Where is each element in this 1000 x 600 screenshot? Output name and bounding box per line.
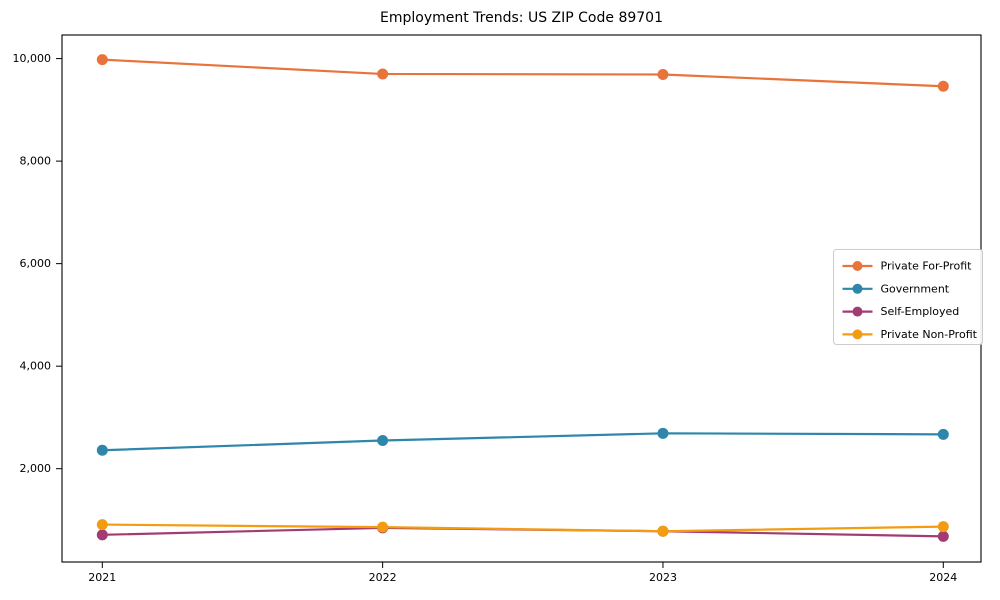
legend-marker-government — [852, 283, 863, 294]
series-line-private-for-profit — [102, 58, 944, 88]
series-marker-government — [377, 435, 389, 447]
chart-title: Employment Trends: US ZIP Code 89701 — [380, 10, 663, 26]
x-tick-label: 2023 — [649, 571, 677, 584]
legend-marker-self-employed — [852, 306, 863, 317]
y-tick-label: 2,000 — [20, 462, 52, 475]
series-marker-private-non-profit — [937, 521, 949, 533]
series-marker-government — [937, 428, 949, 440]
legend-marker-private-for-profit — [852, 261, 863, 271]
legend-label-private-non-profit: Private Non-Profit — [881, 328, 978, 341]
series-marker-private-non-profit — [377, 521, 389, 533]
y-tick-label: 10,000 — [13, 52, 52, 65]
y-tick-label: 6,000 — [20, 257, 52, 270]
x-tick-label: 2022 — [369, 571, 397, 584]
legend-label-self-employed: Self-Employed — [881, 305, 960, 318]
series-line-private-non-profit — [102, 523, 944, 533]
y-tick-label: 8,000 — [20, 155, 52, 168]
series-marker-government — [96, 444, 108, 456]
legend-label-government: Government — [881, 282, 950, 295]
x-tick-label: 2024 — [929, 571, 957, 584]
series-marker-private-for-profit — [937, 80, 949, 92]
series-marker-private-for-profit — [657, 68, 669, 80]
series-marker-private-non-profit — [657, 525, 669, 537]
y-tick-label: 4,000 — [20, 360, 52, 373]
legend-label-private-for-profit: Private For-Profit — [881, 260, 973, 273]
series-marker-private-for-profit — [377, 68, 389, 80]
series-marker-self-employed — [937, 530, 949, 542]
legend-box — [833, 249, 983, 345]
series-marker-government — [657, 427, 669, 439]
series-marker-self-employed — [96, 529, 108, 541]
series-marker-private-for-profit — [96, 54, 108, 66]
series-marker-private-non-profit — [96, 519, 108, 531]
series-line-government — [102, 432, 944, 452]
x-tick-label: 2021 — [88, 571, 116, 584]
legend-marker-private-non-profit — [852, 329, 863, 340]
